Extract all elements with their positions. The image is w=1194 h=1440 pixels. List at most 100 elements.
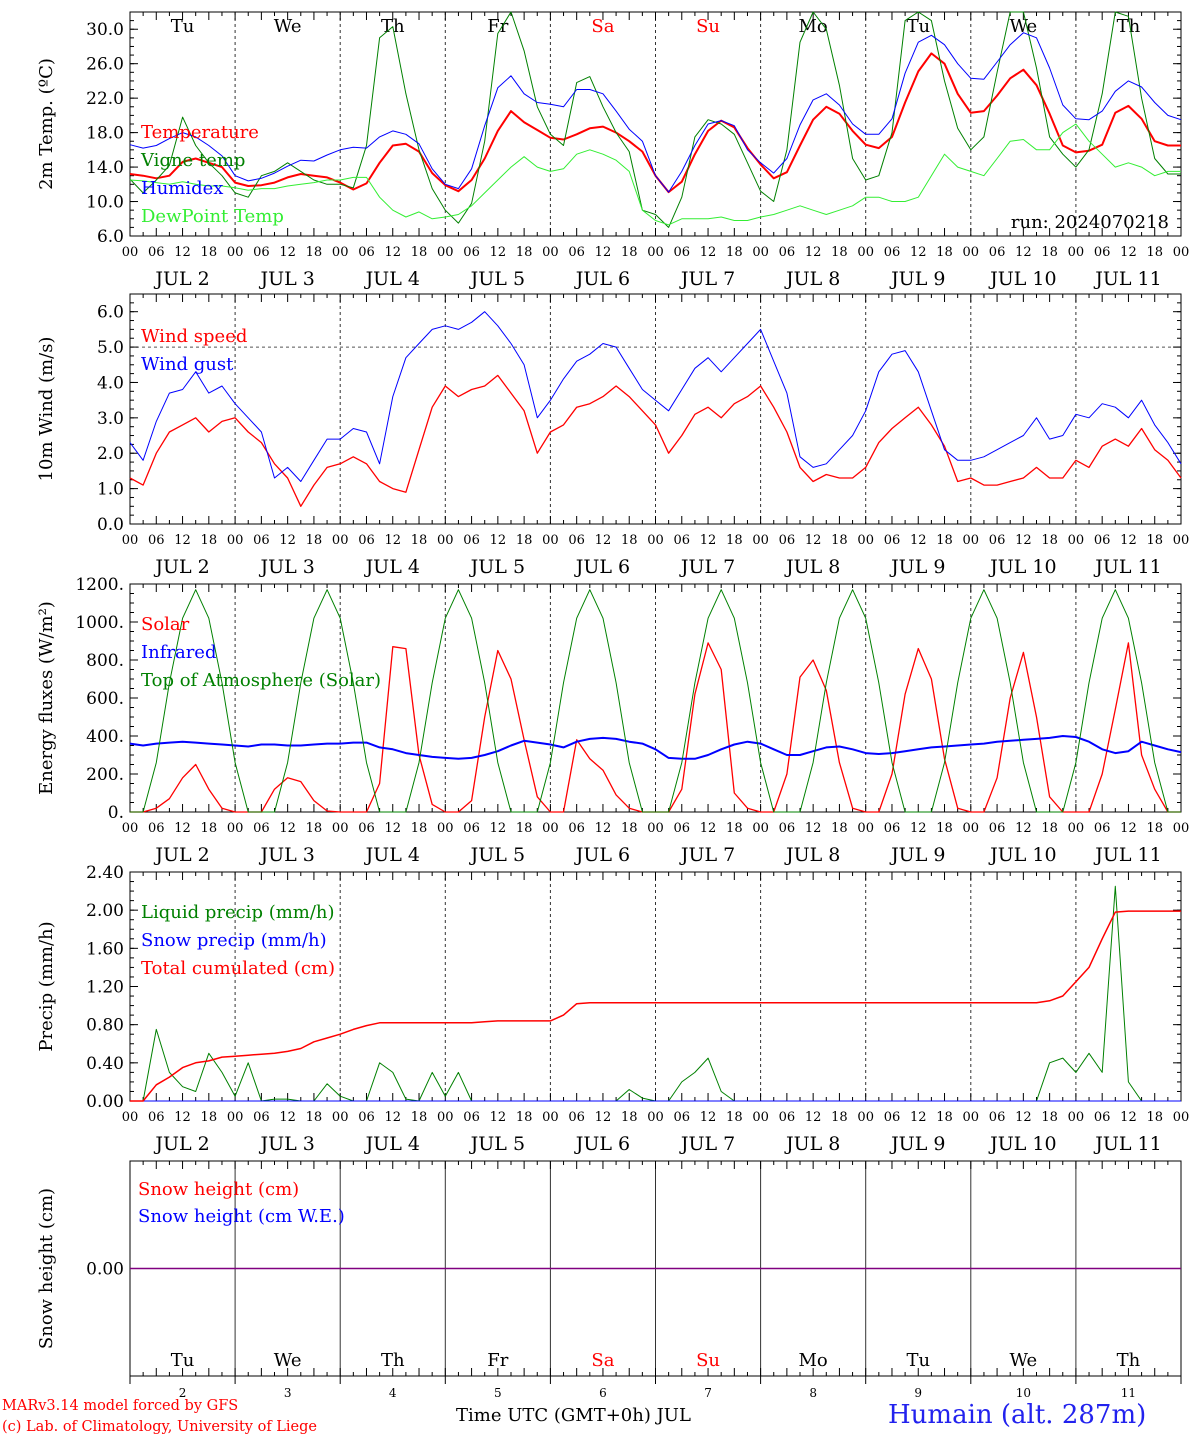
hour-tick-label: 18 — [516, 1110, 533, 1125]
hour-tick-label: 18 — [1041, 245, 1058, 260]
hour-tick-label: 12 — [1120, 533, 1137, 548]
date-label: JUL 9 — [889, 1133, 945, 1155]
hour-tick-label: 12 — [1120, 821, 1137, 836]
hour-tick-label: 06 — [674, 821, 691, 836]
y-tick-label: 2.40 — [86, 863, 124, 883]
day-number-label: 5 — [494, 1386, 502, 1400]
series-line-wind-speed — [129, 374, 1182, 507]
hour-tick-label: 12 — [1015, 821, 1032, 836]
date-label: JUL 8 — [784, 1133, 840, 1155]
hour-tick-label: 18 — [306, 821, 323, 836]
hour-tick-label: 12 — [805, 533, 822, 548]
hour-tick-label: 06 — [463, 245, 480, 260]
y-axis-title: 10m Wind (m/s) — [36, 337, 57, 482]
y-tick-label: 800. — [86, 651, 124, 671]
date-label: JUL 3 — [258, 1133, 314, 1155]
hour-tick-label: 12 — [279, 533, 296, 548]
hour-tick-label: 00 — [437, 245, 454, 260]
day-number-label: 8 — [809, 1386, 817, 1400]
date-label: JUL 7 — [679, 556, 735, 578]
hour-tick-label: 00 — [963, 821, 980, 836]
hour-tick-label: 18 — [411, 821, 428, 836]
hour-tick-label: 06 — [148, 1110, 165, 1125]
hour-tick-label: 06 — [884, 821, 901, 836]
date-label: JUL 5 — [469, 556, 525, 578]
y-tick-label: 30.0 — [86, 20, 124, 40]
hour-tick-label: 06 — [884, 245, 901, 260]
hour-tick-label: 18 — [936, 821, 953, 836]
hour-tick-label: 06 — [253, 533, 270, 548]
date-label: JUL 3 — [258, 556, 314, 578]
date-label: JUL 8 — [784, 556, 840, 578]
hour-tick-label: 06 — [989, 1110, 1006, 1125]
date-label: JUL 10 — [988, 556, 1056, 578]
hour-tick-label: 06 — [568, 821, 585, 836]
hour-tick-label: 06 — [779, 533, 796, 548]
date-label: JUL 7 — [679, 844, 735, 866]
hour-tick-label: 12 — [595, 533, 612, 548]
hour-tick-label: 18 — [306, 1110, 323, 1125]
weekday-label: Th — [1117, 16, 1141, 37]
hour-tick-label: 12 — [279, 1110, 296, 1125]
hour-tick-label: 00 — [437, 821, 454, 836]
series-line-wind-gust — [129, 311, 1182, 482]
hour-tick-label: 06 — [463, 1110, 480, 1125]
hour-tick-label: 06 — [568, 245, 585, 260]
hour-tick-label: 06 — [674, 245, 691, 260]
legend-entry: Wind gust — [141, 354, 234, 375]
hour-tick-label: 06 — [989, 245, 1006, 260]
date-label: JUL 2 — [153, 1133, 209, 1155]
y-tick-label: 0.00 — [86, 1260, 124, 1280]
y-tick-label: 26.0 — [86, 55, 124, 75]
hour-tick-label: 00 — [857, 533, 874, 548]
date-label: JUL 5 — [469, 268, 525, 290]
hour-tick-label: 06 — [989, 821, 1006, 836]
hour-tick-label: 06 — [358, 821, 375, 836]
date-label: JUL 4 — [364, 556, 420, 578]
hour-tick-label: 18 — [936, 245, 953, 260]
hour-tick-label: 06 — [884, 1110, 901, 1125]
hour-tick-label: 06 — [568, 1110, 585, 1125]
hour-tick-label: 00 — [647, 245, 664, 260]
hour-tick-label: 12 — [910, 533, 927, 548]
hour-tick-label: 00 — [542, 533, 559, 548]
hour-tick-label: 18 — [621, 821, 638, 836]
hour-tick-label: 12 — [700, 245, 717, 260]
hour-tick-label: 18 — [201, 821, 218, 836]
hour-tick-label: 12 — [595, 245, 612, 260]
date-label: JUL 2 — [153, 556, 209, 578]
hour-tick-label: 06 — [779, 245, 796, 260]
hour-tick-label: 12 — [805, 245, 822, 260]
hour-tick-label: 00 — [332, 533, 349, 548]
time-axis-title: Time UTC (GMT+0h) JUL — [456, 1405, 691, 1426]
hour-tick-label: 18 — [306, 245, 323, 260]
y-tick-label: 0.00 — [86, 1092, 124, 1112]
series-line-vigne-temp — [129, 11, 1181, 228]
hour-tick-label: 12 — [490, 1110, 507, 1125]
hour-tick-label: 18 — [726, 245, 743, 260]
y-tick-label: 0. — [108, 803, 124, 823]
hour-tick-label: 12 — [490, 245, 507, 260]
hour-tick-label: 00 — [122, 533, 139, 548]
hour-tick-label: 06 — [253, 821, 270, 836]
weekday-label: Th — [1117, 1350, 1141, 1371]
hour-tick-label: 12 — [490, 821, 507, 836]
weekday-label: Tu — [171, 1350, 195, 1371]
date-label: JUL 11 — [1093, 556, 1161, 578]
date-label: JUL 6 — [574, 268, 630, 290]
hour-tick-label: 18 — [1146, 245, 1163, 260]
hour-tick-label: 06 — [1094, 533, 1111, 548]
y-tick-label: 1.20 — [86, 978, 124, 998]
hour-tick-label: 12 — [279, 245, 296, 260]
y-tick-label: 0.80 — [86, 1016, 124, 1036]
plot-frame — [129, 11, 1182, 237]
hour-tick-label: 00 — [647, 1110, 664, 1125]
legend-entry: Snow height (cm) — [138, 1179, 299, 1200]
hour-tick-label: 12 — [910, 245, 927, 260]
weekday-label: We — [1010, 1350, 1038, 1371]
hour-tick-label: 06 — [148, 245, 165, 260]
date-label: JUL 5 — [469, 844, 525, 866]
hour-tick-label: 06 — [358, 533, 375, 548]
hour-tick-label: 06 — [253, 1110, 270, 1125]
hour-tick-label: 06 — [884, 533, 901, 548]
